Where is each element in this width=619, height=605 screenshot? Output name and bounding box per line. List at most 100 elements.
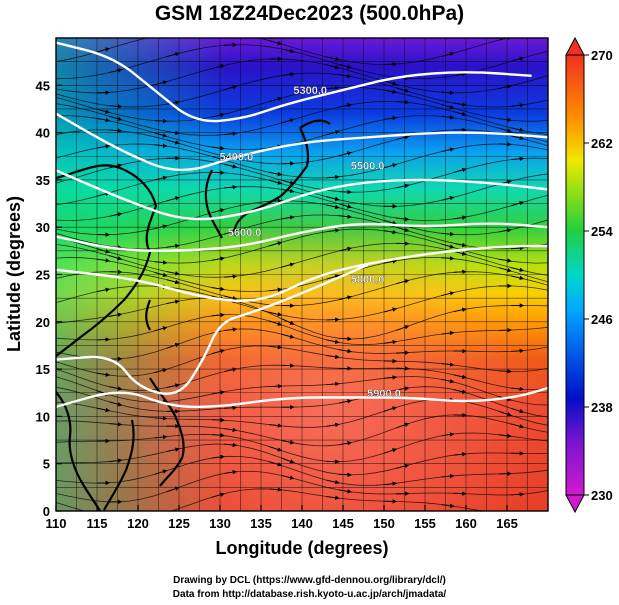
wind-arrow: [166, 343, 180, 349]
wind-arrow: [211, 390, 225, 395]
wind-arrow: [166, 243, 180, 249]
wind-arrow: [441, 330, 455, 336]
x-tick-label: 150: [373, 516, 395, 531]
wind-arrow: [281, 475, 295, 480]
wind-arrow: [211, 112, 225, 118]
contour-5400.0: [56, 112, 548, 172]
wind-arrow: [338, 63, 352, 69]
wind-arrow: [510, 423, 525, 429]
wind-arrow: [396, 279, 410, 285]
wind-arrow: [166, 271, 180, 276]
wind-arrow: [154, 434, 168, 440]
wind-arrow: [498, 369, 512, 374]
wind-arrow: [338, 472, 352, 477]
wind-arrow: [498, 410, 512, 417]
wind-arrow: [211, 286, 225, 292]
wind-arrow: [109, 422, 123, 427]
wind-arrow: [281, 333, 295, 339]
wind-arrow: [441, 503, 455, 508]
x-tick-label: 135: [250, 516, 272, 531]
x-tick-label: 125: [168, 516, 190, 531]
wind-arrow: [109, 312, 123, 317]
x-tick-label: 120: [127, 516, 149, 531]
wind-arrow: [166, 486, 180, 493]
wind-arrow: [441, 51, 455, 57]
streamline: [56, 432, 548, 463]
wind-arrow: [281, 118, 295, 124]
wind-arrow: [224, 427, 238, 433]
wind-arrow: [510, 267, 525, 272]
wind-arrow: [383, 481, 398, 486]
wind-arrow: [510, 200, 525, 207]
wind-arrow: [109, 212, 123, 217]
wind-arrow: [211, 64, 225, 69]
wind-arrow: [154, 260, 168, 265]
wind-arrow: [441, 196, 455, 201]
wind-arrow: [338, 295, 352, 301]
streamline: [56, 314, 548, 346]
wind-arrow: [224, 442, 238, 448]
wind-arrow: [96, 144, 111, 149]
wind-arrow: [166, 447, 180, 452]
wind-arrow: [211, 349, 225, 355]
streamline: [56, 376, 548, 406]
wind-arrow: [154, 175, 168, 181]
wind-arrow: [441, 473, 455, 479]
wind-arrow: [453, 71, 467, 77]
y-tick-label: 20: [36, 315, 50, 330]
wind-arrow: [396, 386, 410, 391]
wind-arrow: [96, 287, 111, 293]
wind-arrow: [223, 295, 238, 301]
wind-arrow: [154, 224, 168, 230]
wind-arrow: [154, 326, 168, 332]
wind-arrow: [453, 307, 467, 312]
wind-arrow: [383, 339, 398, 345]
wind-arrow: [453, 269, 467, 275]
wind-arrow: [211, 492, 225, 498]
wind-arrow: [223, 163, 238, 169]
wind-arrow: [154, 34, 166, 36]
wind-arrow: [441, 147, 455, 152]
wind-arrow: [326, 339, 340, 344]
y-tick-label: 45: [36, 78, 50, 93]
wind-arrow: [441, 362, 455, 367]
wind-arrow: [441, 104, 455, 110]
wind-arrow: [211, 155, 225, 162]
contour-5900.0: [56, 263, 369, 395]
wind-arrow: [281, 215, 295, 220]
wind-arrow: [511, 156, 525, 162]
wind-arrow: [511, 348, 525, 354]
wind-arrow: [383, 448, 398, 454]
wind-arrow: [511, 127, 525, 133]
wind-arrow: [269, 171, 283, 177]
wind-arrow: [212, 31, 224, 32]
y-tick-label: 15: [36, 362, 50, 377]
wind-arrow: [269, 241, 283, 247]
y-tick-label: 25: [36, 268, 50, 283]
wind-arrow: [383, 375, 398, 380]
wind-arrow: [396, 183, 410, 189]
wind-arrow: [326, 381, 340, 387]
wind-arrow: [453, 111, 467, 117]
wind-arrow: [211, 256, 225, 261]
wind-arrow: [326, 422, 340, 428]
wind-arrow: [511, 275, 525, 281]
streamline: [56, 86, 548, 122]
x-tick-label: 155: [414, 516, 436, 531]
wind-arrow: [383, 219, 398, 226]
x-tick-label: 130: [209, 516, 231, 531]
wind-arrow: [453, 389, 467, 394]
wind-arrow: [166, 139, 180, 145]
streamline: [56, 345, 548, 377]
colorbar-tick-label: 262: [591, 136, 613, 151]
x-tick-label: 160: [455, 516, 477, 531]
wind-arrow: [211, 417, 225, 423]
contour-label: 5600.0: [228, 227, 262, 239]
wind-arrow: [499, 513, 511, 514]
wind-arrow: [511, 245, 525, 251]
streamline: [56, 285, 548, 321]
wind-arrow: [396, 87, 410, 93]
wind-arrow: [498, 267, 512, 273]
wind-arrow: [326, 479, 340, 485]
